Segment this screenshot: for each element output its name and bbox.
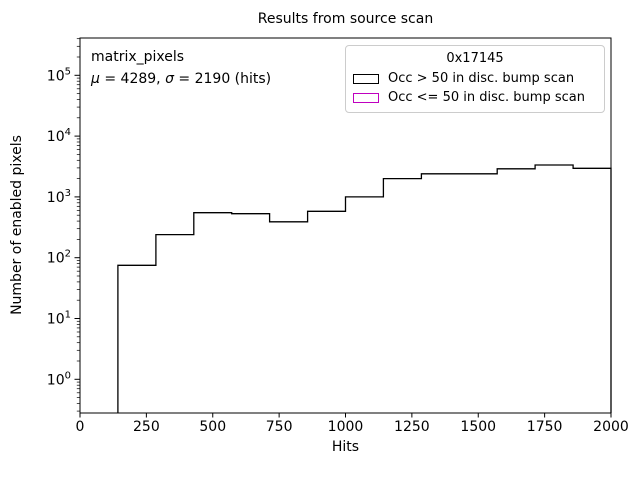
x-axis-label: Hits [331,439,360,455]
svg-text:1500: 1500 [460,419,496,435]
svg-text:1250: 1250 [394,419,430,435]
svg-text:2000: 2000 [593,419,629,435]
legend-label-occ-le-50: Occ <= 50 in disc. bump scan [388,90,585,105]
svg-text:100: 100 [47,370,71,388]
legend-entry-occ-gt-50: Occ > 50 in disc. bump scan [353,71,597,87]
legend-entry-occ-le-50: Occ <= 50 in disc. bump scan [353,90,597,106]
legend-label-occ-gt-50: Occ > 50 in disc. bump scan [388,71,575,86]
sigma-symbol: σ [165,71,174,87]
svg-text:750: 750 [266,419,293,435]
chart-title: Results from source scan [257,11,434,27]
svg-text:1000: 1000 [328,419,364,435]
svg-text:250: 250 [133,419,160,435]
sigma-value-text: = 2190 (hits) [173,71,272,87]
legend-swatch-magenta-outline [353,93,379,103]
svg-text:104: 104 [47,127,71,145]
legend-swatch-black-outline [353,74,379,84]
svg-text:101: 101 [47,310,71,328]
annotation-dataset-name: matrix_pixels [91,49,185,65]
legend: 0x17145 Occ > 50 in disc. bump scan Occ … [345,45,605,113]
legend-title: 0x17145 [446,51,504,66]
svg-text:103: 103 [47,188,71,206]
svg-text:105: 105 [47,66,71,84]
stats-annotation: matrix_pixels μ = 4289, σ = 2190 (hits) [91,49,271,88]
y-axis-label: Number of enabled pixels [9,135,25,315]
svg-text:0: 0 [76,419,85,435]
mu-value-text: = 4289, [99,71,166,87]
mu-symbol: μ [91,71,100,87]
svg-text:500: 500 [199,419,226,435]
svg-text:102: 102 [47,249,71,267]
svg-text:1750: 1750 [527,419,563,435]
annotation-stats-line: μ = 4289, σ = 2190 (hits) [91,71,271,88]
